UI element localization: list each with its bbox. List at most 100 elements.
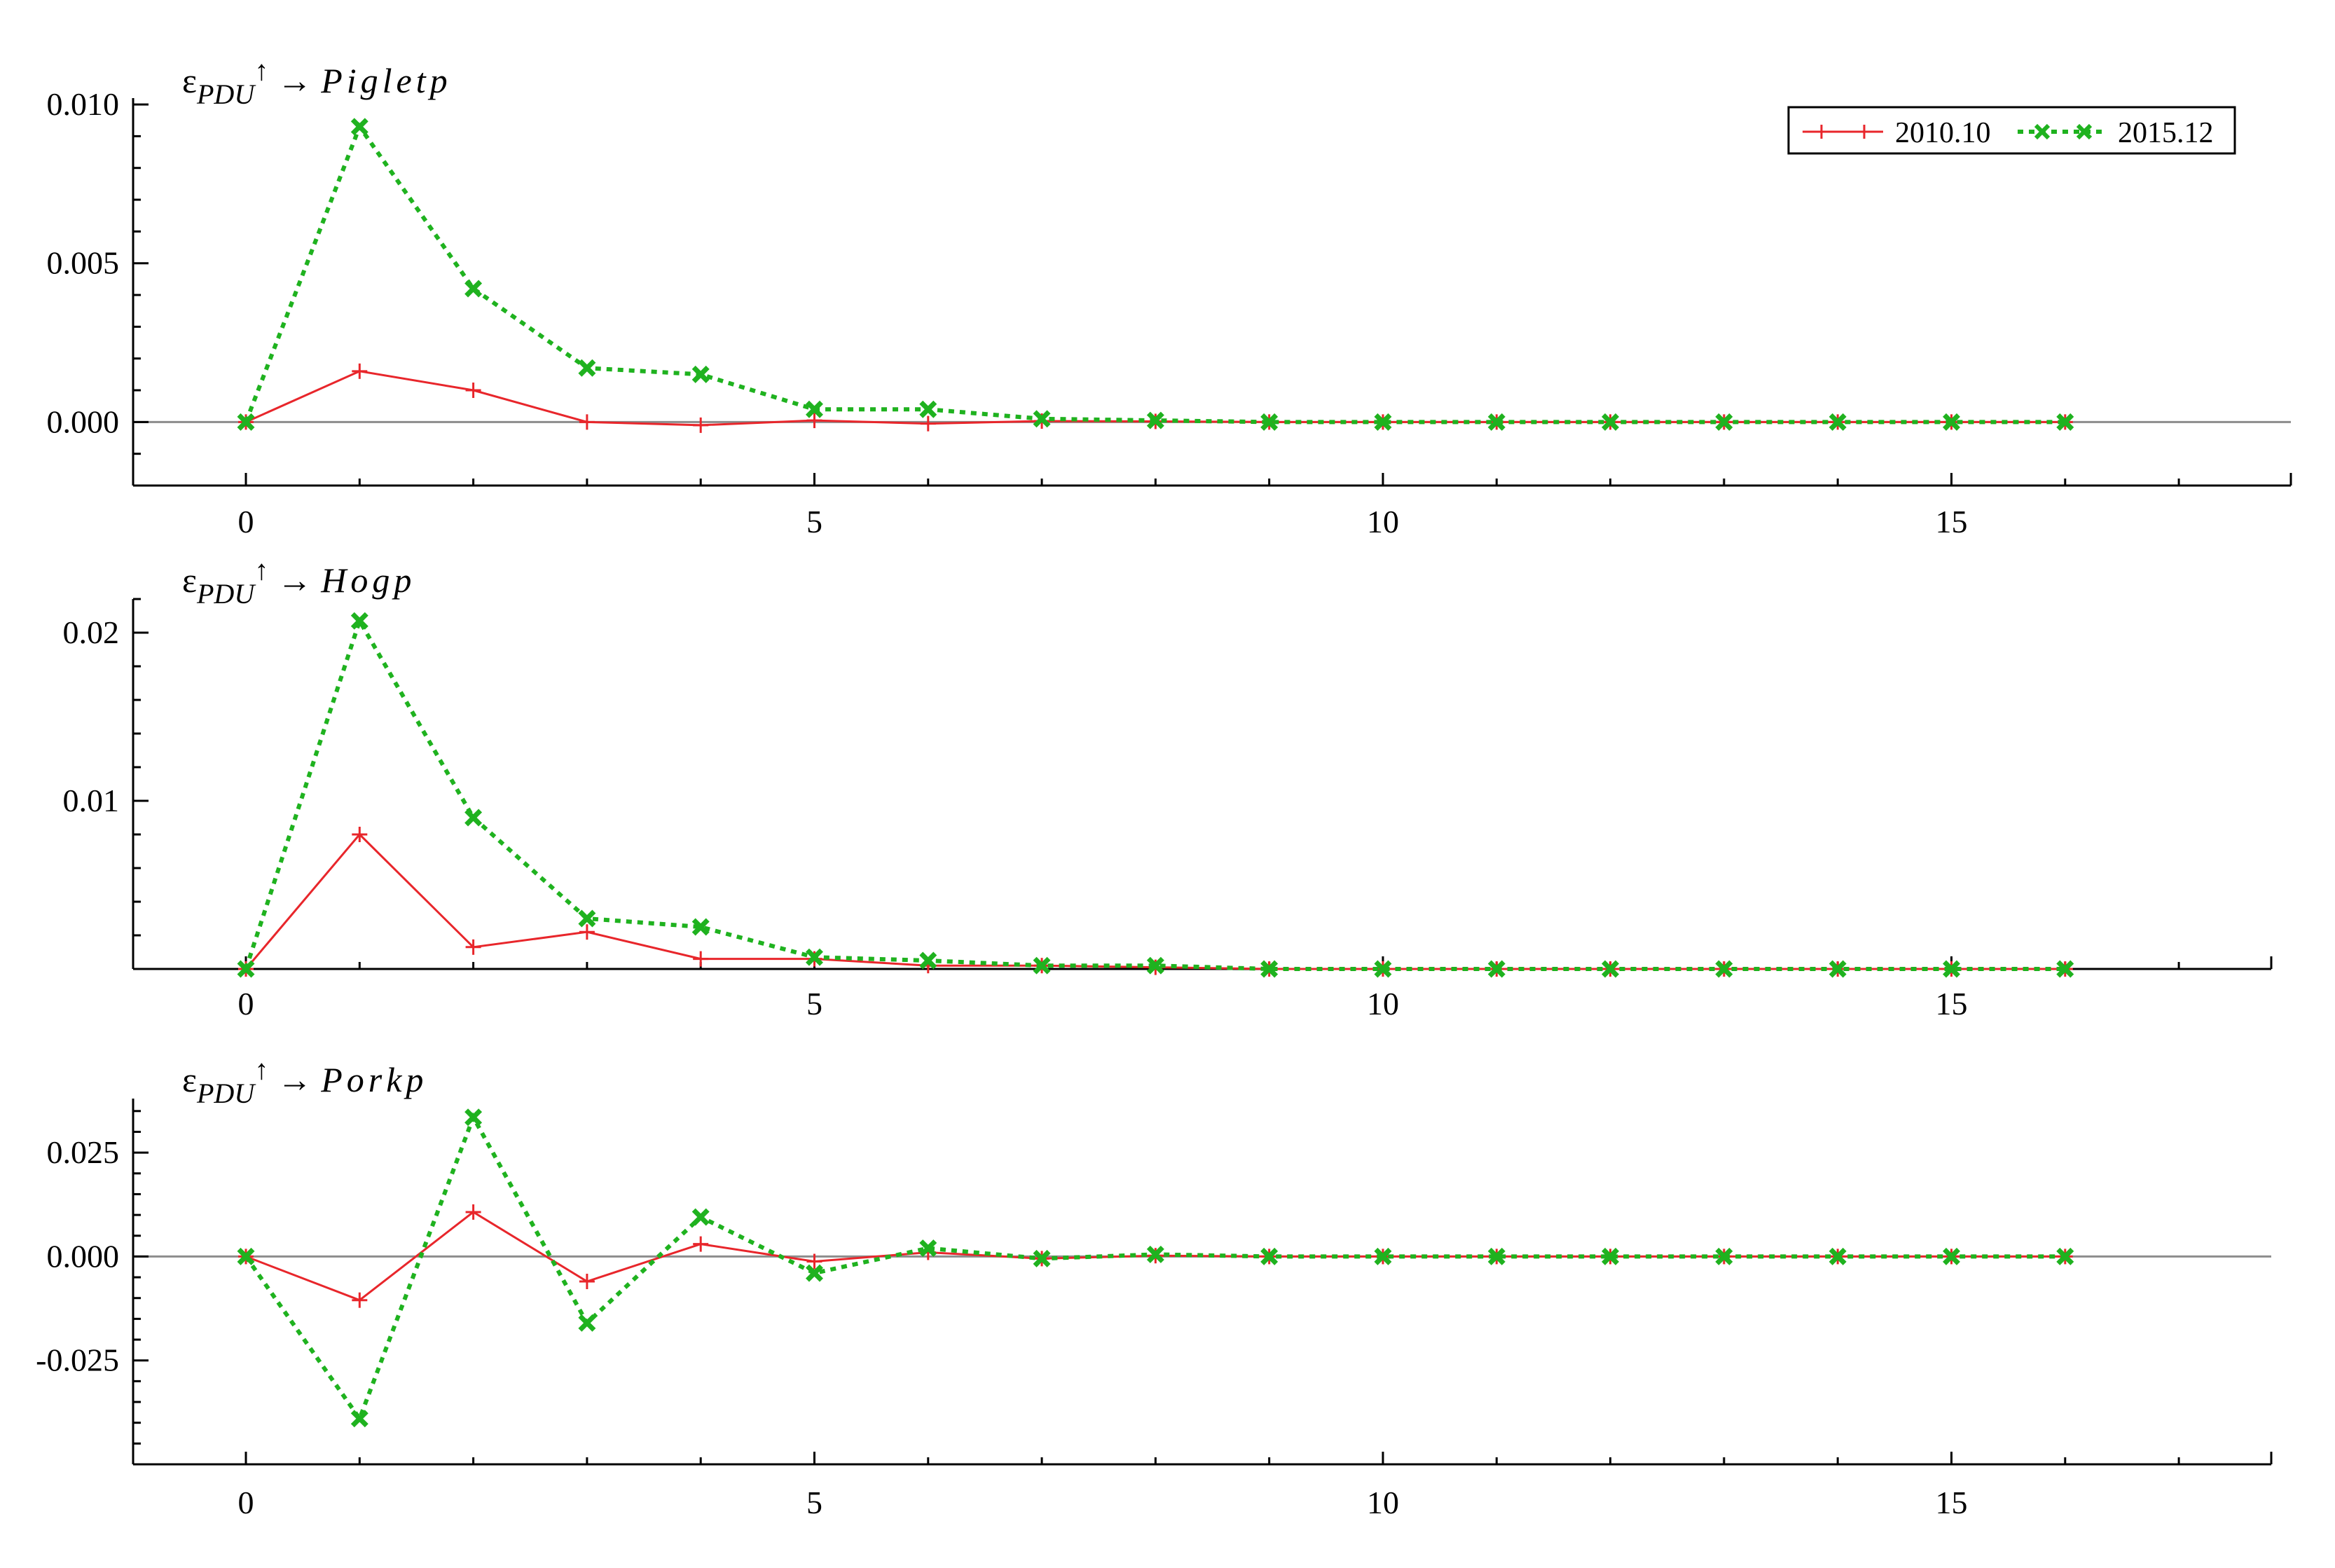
- y-tick-label: 0.01: [63, 783, 120, 818]
- data-point: [352, 827, 368, 842]
- data-point: [1943, 413, 1960, 431]
- x-tick-label: 10: [1367, 504, 1399, 539]
- data-point: [464, 809, 483, 827]
- data-point: [1828, 960, 1847, 978]
- data-point: [806, 948, 823, 966]
- data-point: [464, 1108, 483, 1127]
- data-point: [1033, 1249, 1051, 1267]
- series-2015.12: [237, 1108, 2074, 1428]
- data-point: [237, 960, 255, 978]
- data-point: [1146, 411, 1164, 429]
- data-point: [1260, 1247, 1279, 1265]
- legend: 2010.10 2015.12: [1787, 106, 2236, 155]
- data-point: [1374, 413, 1392, 431]
- data-point: [1146, 956, 1164, 975]
- data-point: [237, 1247, 255, 1265]
- data-point: [920, 415, 936, 432]
- x-tick-label: 5: [806, 1485, 822, 1520]
- legend-entry: 2010.10: [1803, 117, 1991, 149]
- x-tick-label: 10: [1367, 986, 1399, 1022]
- data-point: [1715, 1247, 1733, 1265]
- data-point: [806, 1264, 823, 1282]
- y-tick-label: 0.000: [47, 1238, 120, 1274]
- data-point: [2056, 413, 2074, 431]
- data-point: [1943, 1247, 1960, 1265]
- series-2010.10: [238, 827, 2073, 977]
- data-point: [350, 612, 368, 630]
- data-point: [2056, 960, 2074, 978]
- data-point: [693, 951, 709, 967]
- data-point: [350, 1410, 368, 1428]
- data-point: [806, 413, 822, 429]
- y-tick-label: 0.02: [63, 614, 120, 650]
- data-point: [465, 383, 481, 399]
- data-point: [352, 363, 368, 379]
- y-tick-label: -0.025: [36, 1342, 119, 1378]
- y-tick-label: 0.005: [47, 245, 120, 281]
- data-point: [806, 1253, 822, 1270]
- data-point: [1374, 1247, 1392, 1265]
- data-point: [1487, 960, 1506, 978]
- data-point: [1828, 1247, 1847, 1265]
- data-point: [1260, 413, 1279, 431]
- series-line: [244, 1112, 2065, 1424]
- data-point: [693, 417, 709, 433]
- legend-label: 2015.12: [2118, 117, 2214, 149]
- data-point: [1033, 956, 1051, 975]
- y-tick-label: 0.025: [47, 1134, 120, 1170]
- data-point: [1487, 413, 1506, 431]
- data-point: [1146, 1245, 1164, 1263]
- data-point: [578, 1314, 596, 1332]
- panel-title: εPDU↑ → Hogp: [182, 554, 415, 610]
- x-tick-label: 15: [1936, 986, 1968, 1022]
- panel-title: εPDU↑ → Pigletp: [182, 55, 452, 110]
- data-point: [1033, 410, 1051, 428]
- series-line: [244, 832, 2065, 970]
- data-point: [464, 280, 483, 298]
- data-point: [1715, 413, 1733, 431]
- x-tick-label: 0: [238, 1485, 254, 1520]
- series-line: [244, 615, 2065, 971]
- data-point: [1828, 413, 1847, 431]
- data-point: [579, 414, 595, 430]
- data-point: [1374, 960, 1392, 978]
- panel-2: 0 5 10 15 0.01 0.02 εPDU↑ → Hogp: [63, 554, 2273, 1022]
- data-point: [578, 359, 596, 377]
- legend-label: 2010.10: [1895, 117, 1991, 149]
- y-tick-label: 0.000: [47, 404, 120, 439]
- series-2015.12: [237, 118, 2074, 431]
- x-tick-label: 5: [806, 986, 822, 1022]
- data-point: [691, 918, 710, 936]
- data-point: [691, 1208, 710, 1226]
- data-point: [806, 400, 823, 418]
- data-point: [579, 1274, 595, 1289]
- panel-3: 0 5 10 15 -0.025 0.000 0.025 εPDU↑ → Porkp: [36, 1054, 2273, 1520]
- data-point: [691, 365, 710, 383]
- x-tick-label: 15: [1936, 504, 1968, 539]
- legend-box: [1787, 106, 2236, 155]
- data-point: [919, 951, 937, 970]
- data-point: [350, 118, 368, 136]
- series-line: [244, 122, 2065, 425]
- data-point: [237, 413, 255, 431]
- data-point: [919, 400, 937, 418]
- data-point: [1602, 960, 1620, 978]
- data-point: [465, 939, 481, 955]
- data-point: [1602, 1247, 1620, 1265]
- panel-1: 0 5 10 15 0.000 0.005 0.010 εPDU↑ → Pigletp: [47, 55, 2292, 539]
- series-2015.12: [237, 612, 2074, 978]
- x-tick-label: 0: [238, 504, 254, 539]
- y-tick-label: 0.010: [47, 86, 120, 122]
- data-point: [578, 909, 596, 928]
- x-tick-label: 0: [238, 986, 254, 1022]
- data-point: [2056, 1247, 2074, 1265]
- x-tick-label: 15: [1936, 1485, 1968, 1520]
- x-tick-label: 10: [1367, 1485, 1399, 1520]
- data-point: [1487, 1247, 1506, 1265]
- panel-title: εPDU↑ → Porkp: [182, 1054, 427, 1109]
- data-point: [1260, 960, 1279, 978]
- data-point: [1602, 413, 1620, 431]
- data-point: [465, 1204, 481, 1220]
- data-point: [919, 1239, 937, 1258]
